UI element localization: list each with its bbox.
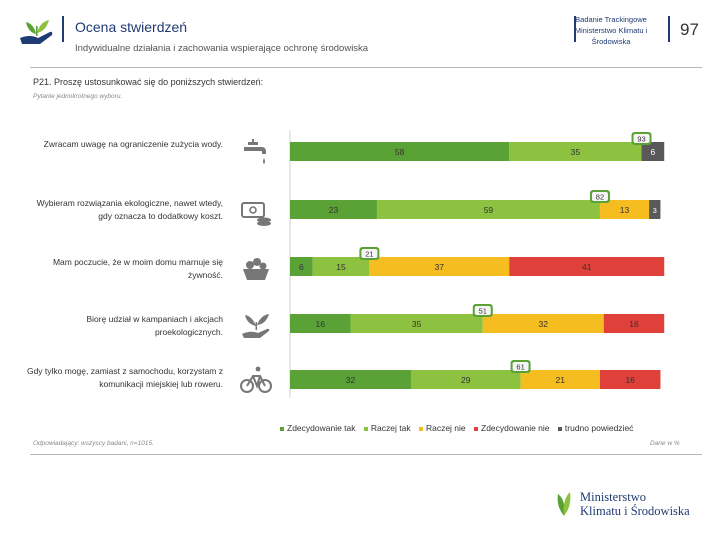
statement-label: Zwracam uwagę na ograniczenie zużycia wo…	[43, 139, 223, 149]
header-divider-page	[668, 16, 670, 42]
bar-value-label: 6	[651, 147, 656, 157]
bar-segment	[599, 370, 661, 389]
bar-value-label: 35	[412, 319, 422, 329]
header-divider-left	[62, 16, 64, 42]
statement-label: Gdy tylko mogę, zamiast z samochodu, kor…	[26, 366, 223, 389]
total-agree-bubble-inner	[474, 306, 491, 315]
legend-item: trudno powiedzieć	[557, 423, 634, 433]
bar-value-label: 21	[556, 375, 566, 385]
bar-segment	[290, 314, 351, 333]
legend-swatch	[418, 426, 423, 431]
ministry-name-line2: Klimatu i Środowiska	[580, 504, 690, 518]
bar-segment	[350, 314, 483, 333]
total-agree-label: 93	[637, 135, 645, 144]
bar-segment	[369, 257, 510, 276]
bar-value-label: 32	[346, 375, 356, 385]
legend-swatch	[363, 426, 368, 431]
bar-segment	[290, 142, 510, 161]
bar-segment	[520, 370, 600, 389]
page-title: Ocena stwierdzeń	[75, 19, 188, 35]
total-agree-label: 51	[479, 307, 487, 316]
bar-segment	[290, 370, 411, 389]
bar-segment	[641, 142, 665, 161]
legend-item: Zdecydowanie tak	[280, 423, 356, 433]
money-icon	[241, 202, 271, 226]
total-agree-bubble-inner	[591, 192, 608, 201]
legend-item: Raczej nie	[418, 423, 466, 433]
hand-plant-icon	[242, 314, 270, 338]
study-name: Badanie Trackingowe Ministerstwo Klimatu…	[574, 15, 648, 46]
ministry-leaf-logo-icon	[20, 20, 53, 44]
total-agree-label: 82	[596, 193, 604, 202]
footer-rule	[30, 454, 702, 455]
unit-note: Dane w %	[650, 440, 680, 447]
legend-item: Raczej tak	[363, 423, 411, 433]
total-agree-label: 61	[516, 363, 524, 372]
bar-segment	[509, 142, 642, 161]
bar-value-label: 23	[329, 205, 339, 215]
bar-value-label: 29	[461, 375, 471, 385]
total-agree-bubble-inner	[633, 134, 650, 143]
bar-value-label: 35	[571, 147, 581, 157]
ministry-name: Ministerstwo Klimatu i Środowiska	[580, 490, 690, 518]
legend-swatch	[557, 426, 562, 431]
header-divider-study	[574, 16, 576, 42]
bar-segment	[603, 314, 665, 333]
legend-label: Raczej nie	[425, 423, 466, 433]
bar-value-label: 16	[625, 375, 635, 385]
bar-value-label: 59	[484, 205, 494, 215]
statement-label: Wybieram rozwiązania ekologiczne, nawet …	[36, 198, 223, 221]
bar-segment	[509, 257, 665, 276]
total-agree-bubble-inner	[361, 249, 378, 258]
bar-value-label: 15	[336, 262, 346, 272]
bar-value-label: 6	[299, 262, 304, 272]
bar-segment	[410, 370, 521, 389]
bar-value-label: 37	[435, 262, 445, 272]
statement-label: Biorę udział w kampaniach i akcjach proe…	[86, 314, 223, 337]
stacked-bar-chart: 58 35 6 93 23 59 13 3 82 6 15 37 41 21 16 35 32 16 51 32 29 2…	[289, 130, 665, 398]
page-number: 97	[680, 20, 699, 39]
bar-segment	[649, 200, 661, 219]
bar-segment	[599, 200, 650, 219]
bar-segment	[482, 314, 604, 333]
bar-segment	[376, 200, 600, 219]
ministry-name-line1: Ministerstwo	[580, 490, 646, 504]
question-text: P21. Proszę ustosunkować się do poniższy…	[33, 77, 264, 87]
chart-legend: Zdecydowanie tak Raczej tak Raczej nie Z…	[280, 423, 639, 433]
bicycle-icon	[240, 366, 272, 393]
statement-label: Mam poczucie, że w moim domu marnuje się…	[52, 257, 223, 280]
food-basket-icon	[243, 258, 269, 280]
bar-value-label: 58	[395, 147, 405, 157]
header-rule	[30, 67, 702, 68]
bar-value-label: 16	[316, 319, 326, 329]
bar-segment	[290, 257, 313, 276]
legend-label: Zdecydowanie nie	[481, 423, 550, 433]
legend-swatch	[280, 426, 284, 431]
bar-segment	[290, 200, 377, 219]
legend-item: Zdecydowanie nie	[474, 423, 550, 433]
base-note: Odpowiadający: wszyscy badani, n=1015.	[33, 440, 154, 447]
legend-label: Zdecydowanie tak	[287, 423, 356, 433]
bar-value-label: 32	[539, 319, 549, 329]
bar-value-label: 16	[629, 319, 639, 329]
page-subtitle: Indywidualne działania i zachowania wspi…	[75, 43, 369, 54]
legend-label: trudno powiedzieć	[564, 423, 634, 433]
ministry-logo-icon	[557, 492, 571, 516]
bar-value-label: 3	[653, 206, 657, 215]
total-agree-label: 21	[365, 250, 373, 259]
total-agree-bubble-inner	[512, 362, 529, 371]
faucet-icon	[244, 139, 266, 164]
bar-value-label: 41	[582, 262, 592, 272]
legend-swatch	[474, 426, 479, 431]
bar-segment	[312, 257, 370, 276]
legend-label: Raczej tak	[370, 423, 411, 433]
question-note: Pytanie jednokrotnego wyboru.	[33, 93, 123, 100]
bar-value-label: 13	[620, 205, 630, 215]
